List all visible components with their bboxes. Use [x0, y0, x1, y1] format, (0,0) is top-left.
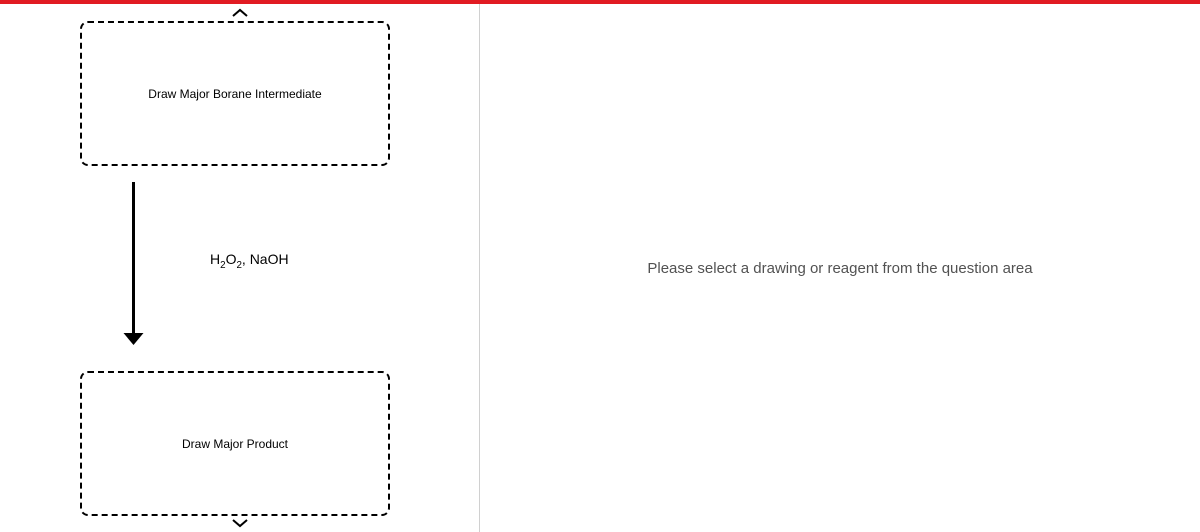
reagent-label[interactable]: H2O2, NaOH — [210, 251, 289, 271]
chevron-down-icon — [231, 518, 249, 528]
scroll-up-chevron[interactable] — [231, 8, 249, 18]
editor-instruction-text: Please select a drawing or reagent from … — [647, 260, 1032, 277]
draw-intermediate-label: Draw Major Borane Intermediate — [148, 87, 321, 101]
draw-product-label: Draw Major Product — [182, 437, 288, 451]
question-panel: Draw Major Borane Intermediate H2O2, NaO… — [0, 4, 480, 532]
question-container: Draw Major Borane Intermediate H2O2, NaO… — [0, 4, 479, 532]
down-arrow-icon — [120, 180, 147, 345]
editor-panel: Please select a drawing or reagent from … — [480, 4, 1200, 532]
main-split: Draw Major Borane Intermediate H2O2, NaO… — [0, 4, 1200, 532]
scroll-down-chevron[interactable] — [231, 518, 249, 528]
chevron-up-icon — [231, 8, 249, 18]
reaction-arrow — [120, 180, 147, 345]
draw-product-box[interactable]: Draw Major Product — [80, 371, 390, 516]
draw-intermediate-box[interactable]: Draw Major Borane Intermediate — [80, 21, 390, 166]
